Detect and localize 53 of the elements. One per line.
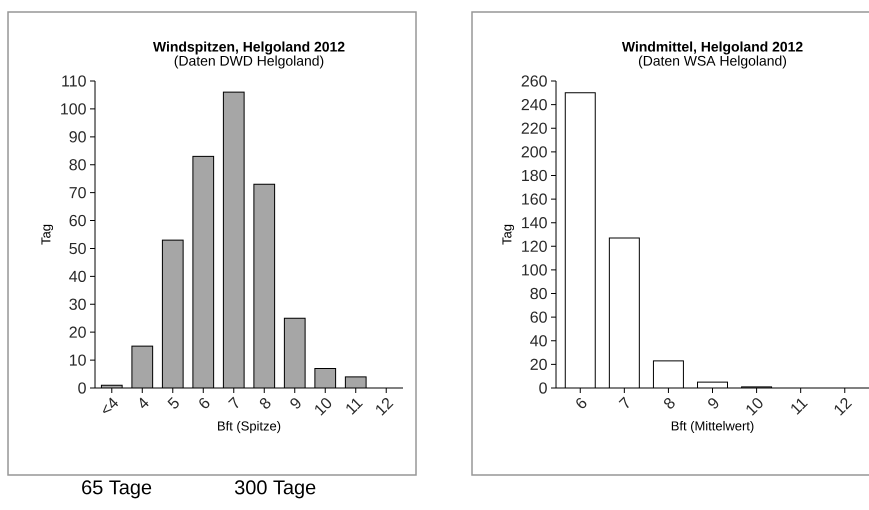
y-tick-label: 40 xyxy=(530,335,547,346)
text: 65 Tage xyxy=(82,480,152,498)
text: 300 Tage xyxy=(234,480,316,498)
y-tick-label: 60 xyxy=(530,312,547,323)
x-axis-title: Bft (Mittelwert) xyxy=(672,420,754,434)
x-axis-title: Bft (Spitze) xyxy=(218,421,280,434)
x-tick-label: 9 xyxy=(290,398,300,409)
x-tick-label: 7 xyxy=(618,396,629,408)
x-tick-label: 9 xyxy=(708,398,718,409)
y-tick-label: 100 xyxy=(61,103,86,115)
x-tick-label: 8 xyxy=(260,398,270,409)
y-tick-label: 0 xyxy=(539,382,547,394)
y-tick-label: 260 xyxy=(522,75,547,87)
y-tick-label: 100 xyxy=(522,264,547,276)
chart-title: Windspitzen, Helgoland 2012 xyxy=(152,41,344,55)
y-tick-label: 80 xyxy=(530,288,547,300)
y-tick-label: 90 xyxy=(70,131,86,142)
chart-title: Windmittel, Helgoland 2012 xyxy=(622,41,803,54)
x-tick-label: 8 xyxy=(664,398,675,409)
y-tick-label: 180 xyxy=(522,170,547,182)
y-tick-label: 70 xyxy=(70,187,86,198)
y-tick-label: 240 xyxy=(522,98,547,110)
y-tick-label: 40 xyxy=(69,270,86,282)
chart-subtitle: (Daten WSA Helgoland) xyxy=(638,55,786,68)
x-tick-label: 5 xyxy=(167,397,179,409)
y-tick-label: 50 xyxy=(69,242,86,254)
x-tick-label: 11 xyxy=(791,398,808,415)
x-tick-label: 10 xyxy=(315,398,332,416)
x-tick-label: 11 xyxy=(346,398,363,415)
x-tick-label: 12 xyxy=(376,398,394,416)
chart-subtitle: (Daten DWD Helgoland) xyxy=(174,56,324,68)
y-tick-label: 120 xyxy=(522,240,547,252)
y-tick-label: 160 xyxy=(522,193,547,205)
x-tick-label: <4 xyxy=(102,398,118,414)
x-tick-label: 6 xyxy=(576,398,586,408)
x-tick-label: 4 xyxy=(140,398,149,408)
y-axis-title: Tag xyxy=(502,224,514,245)
y-tick-label: 20 xyxy=(70,326,86,338)
x-tick-label: 10 xyxy=(746,398,762,416)
y-tick-label: 220 xyxy=(522,122,547,134)
x-tick-label: 12 xyxy=(834,398,852,416)
y-tick-label: 30 xyxy=(69,298,86,310)
x-tick-label: 7 xyxy=(228,396,238,408)
y-tick-label: 80 xyxy=(69,159,86,170)
y-tick-label: 140 xyxy=(522,217,547,228)
y-tick-label: 60 xyxy=(70,214,86,226)
y-tick-label: 10 xyxy=(70,354,86,366)
y-tick-label: 0 xyxy=(78,382,86,394)
y-axis-title: Tag xyxy=(41,224,54,245)
y-tick-label: 110 xyxy=(62,75,86,87)
x-tick-label: 6 xyxy=(199,398,210,408)
y-tick-label: 200 xyxy=(522,146,547,158)
y-tick-label: 20 xyxy=(530,358,547,370)
